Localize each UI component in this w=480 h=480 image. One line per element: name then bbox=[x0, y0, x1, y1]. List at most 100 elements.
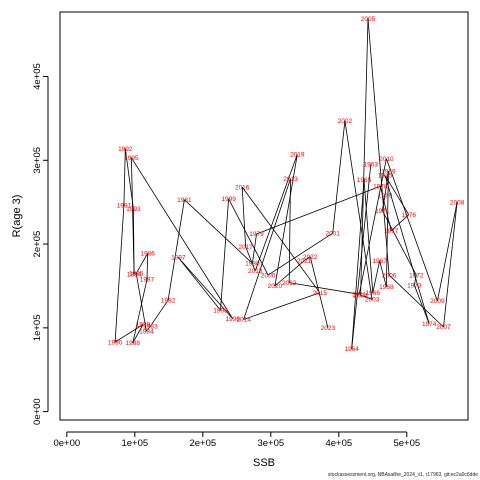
series-segment bbox=[243, 178, 291, 320]
x-axis: 0e+00 1e+05 2e+05 3e+05 4e+05 5e+05 bbox=[53, 431, 420, 449]
series-segment bbox=[386, 158, 438, 302]
point-label-1972: 1972 bbox=[409, 272, 424, 279]
point-label-1968: 1968 bbox=[379, 284, 394, 291]
point-label-2014: 2014 bbox=[236, 317, 251, 324]
point-label-1991: 1991 bbox=[117, 203, 132, 210]
series-segment bbox=[390, 214, 410, 231]
y-tick-label: 2e+05 bbox=[32, 231, 43, 258]
series-segment bbox=[344, 120, 373, 300]
series-segment bbox=[177, 257, 221, 311]
point-label-1994: 1994 bbox=[127, 271, 142, 278]
series-segment bbox=[132, 324, 144, 344]
series-segment bbox=[443, 202, 458, 328]
x-tick-label: 3e+05 bbox=[257, 438, 284, 449]
series-segment bbox=[384, 175, 430, 324]
series-segment bbox=[381, 210, 417, 276]
point-label-2021: 2021 bbox=[297, 258, 312, 265]
series-segment bbox=[131, 157, 135, 275]
y-tick-label: 4e+05 bbox=[32, 63, 43, 90]
x-tick-label: 0e+00 bbox=[53, 438, 80, 449]
point-label-1965: 1965 bbox=[357, 177, 372, 184]
series-segment bbox=[309, 256, 329, 328]
series-segment bbox=[289, 282, 360, 295]
series-segment bbox=[332, 120, 346, 234]
series-segment bbox=[243, 292, 320, 320]
y-tick-label: 1e+05 bbox=[32, 315, 43, 342]
x-tick-label: 2e+05 bbox=[189, 438, 216, 449]
point-label-2015: 2015 bbox=[313, 290, 328, 297]
point-label-1989: 1989 bbox=[136, 322, 151, 329]
point-label-1981: 1981 bbox=[177, 197, 192, 204]
series-segment bbox=[384, 175, 410, 215]
series-segment bbox=[150, 299, 169, 327]
point-label-1978: 1978 bbox=[373, 184, 388, 191]
series-segment bbox=[388, 274, 444, 328]
point-label-2020: 2020 bbox=[268, 283, 283, 290]
point-label-1988: 1988 bbox=[126, 340, 141, 347]
point-labels: 1963 1964 1965 1966 1967 1968 1969 1970 1971 1972… bbox=[108, 16, 465, 353]
point-label-1979: 1979 bbox=[249, 231, 264, 238]
point-label-1995: 1995 bbox=[124, 155, 139, 162]
series-segment bbox=[437, 202, 458, 302]
series-segment bbox=[178, 257, 233, 319]
point-label-2009: 2009 bbox=[430, 298, 445, 305]
series-segment bbox=[228, 198, 269, 276]
point-label-1973: 1973 bbox=[407, 282, 422, 289]
point-label-1976: 1976 bbox=[402, 212, 417, 219]
point-label-1996: 1996 bbox=[225, 316, 240, 323]
point-label-1966: 1966 bbox=[366, 290, 381, 297]
point-label-1987: 1987 bbox=[140, 277, 155, 284]
series-segment bbox=[267, 232, 333, 276]
series-segment bbox=[360, 294, 373, 300]
series-line bbox=[114, 18, 458, 349]
series-segment bbox=[381, 195, 386, 211]
series-segment bbox=[114, 205, 125, 343]
point-label-2018: 2018 bbox=[248, 268, 263, 275]
x-axis-label: SSB bbox=[253, 457, 275, 469]
series-segment bbox=[379, 260, 387, 287]
point-label-2000: 2000 bbox=[261, 272, 276, 279]
y-tick-label: 0e+00 bbox=[32, 398, 43, 425]
point-label-1971: 1971 bbox=[375, 208, 390, 215]
series-segment bbox=[184, 199, 253, 264]
point-label-1969: 1969 bbox=[381, 168, 396, 175]
series-segment bbox=[123, 148, 126, 206]
point-label-1982: 1982 bbox=[161, 297, 176, 304]
x-tick-label: 1e+05 bbox=[121, 438, 148, 449]
series-segment bbox=[241, 187, 246, 247]
point-label-1963: 1963 bbox=[364, 162, 379, 169]
point-label-2013: 2013 bbox=[283, 176, 298, 183]
series-segment bbox=[363, 179, 374, 293]
series-segment bbox=[274, 260, 305, 287]
series-segment bbox=[413, 284, 430, 324]
point-label-1998: 1998 bbox=[213, 308, 228, 315]
point-label-2012: 2012 bbox=[282, 280, 297, 287]
series-segment bbox=[245, 246, 256, 272]
y-tick-label: 3e+05 bbox=[32, 147, 43, 174]
point-label-2004: 2004 bbox=[353, 292, 368, 299]
series-segment bbox=[413, 275, 417, 286]
point-label-1992: 1992 bbox=[118, 146, 133, 153]
plot-frame bbox=[59, 11, 469, 421]
point-label-1974: 1974 bbox=[422, 321, 437, 328]
point-label-1986: 1986 bbox=[140, 251, 155, 258]
x-tick-label: 4e+05 bbox=[325, 438, 352, 449]
point-label-1990: 1990 bbox=[108, 339, 123, 346]
series-segment bbox=[256, 185, 381, 235]
series-segment bbox=[131, 157, 234, 319]
point-label-1977: 1977 bbox=[384, 228, 399, 235]
point-label-2008: 2008 bbox=[450, 199, 465, 206]
point-label-2017: 2017 bbox=[238, 244, 253, 251]
series-segment bbox=[132, 279, 148, 343]
point-label-1983: 1983 bbox=[143, 323, 158, 330]
point-label-1997: 1997 bbox=[171, 255, 186, 262]
series-segment bbox=[384, 171, 389, 196]
point-label-2001: 2001 bbox=[325, 230, 340, 237]
series-segment bbox=[367, 18, 390, 276]
point-label-2023: 2023 bbox=[321, 325, 336, 332]
point-label-1993: 1993 bbox=[126, 206, 141, 213]
series-segment bbox=[351, 179, 365, 349]
x-tick-label: 5e+05 bbox=[393, 438, 420, 449]
point-label-2011: 2011 bbox=[352, 292, 366, 299]
